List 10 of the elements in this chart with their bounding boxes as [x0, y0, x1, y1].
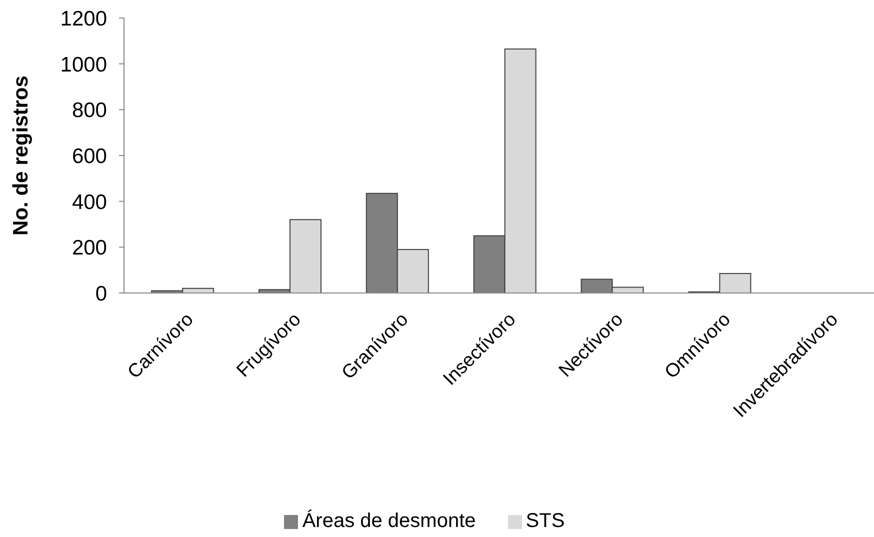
y-tick-label: 1200 — [60, 7, 107, 30]
y-tick-label: 0 — [95, 282, 107, 306]
y-axis-title: No. de registros — [10, 76, 33, 236]
y-tick-label: 400 — [72, 190, 107, 214]
y-tick-label: 600 — [72, 144, 107, 168]
legend-label: STS — [526, 510, 565, 532]
y-tick-label: 200 — [72, 236, 107, 260]
legend-label: Áreas de desmonte — [302, 510, 476, 532]
y-tick-label: 1000 — [60, 53, 107, 76]
y-tick-label: 800 — [72, 99, 107, 122]
